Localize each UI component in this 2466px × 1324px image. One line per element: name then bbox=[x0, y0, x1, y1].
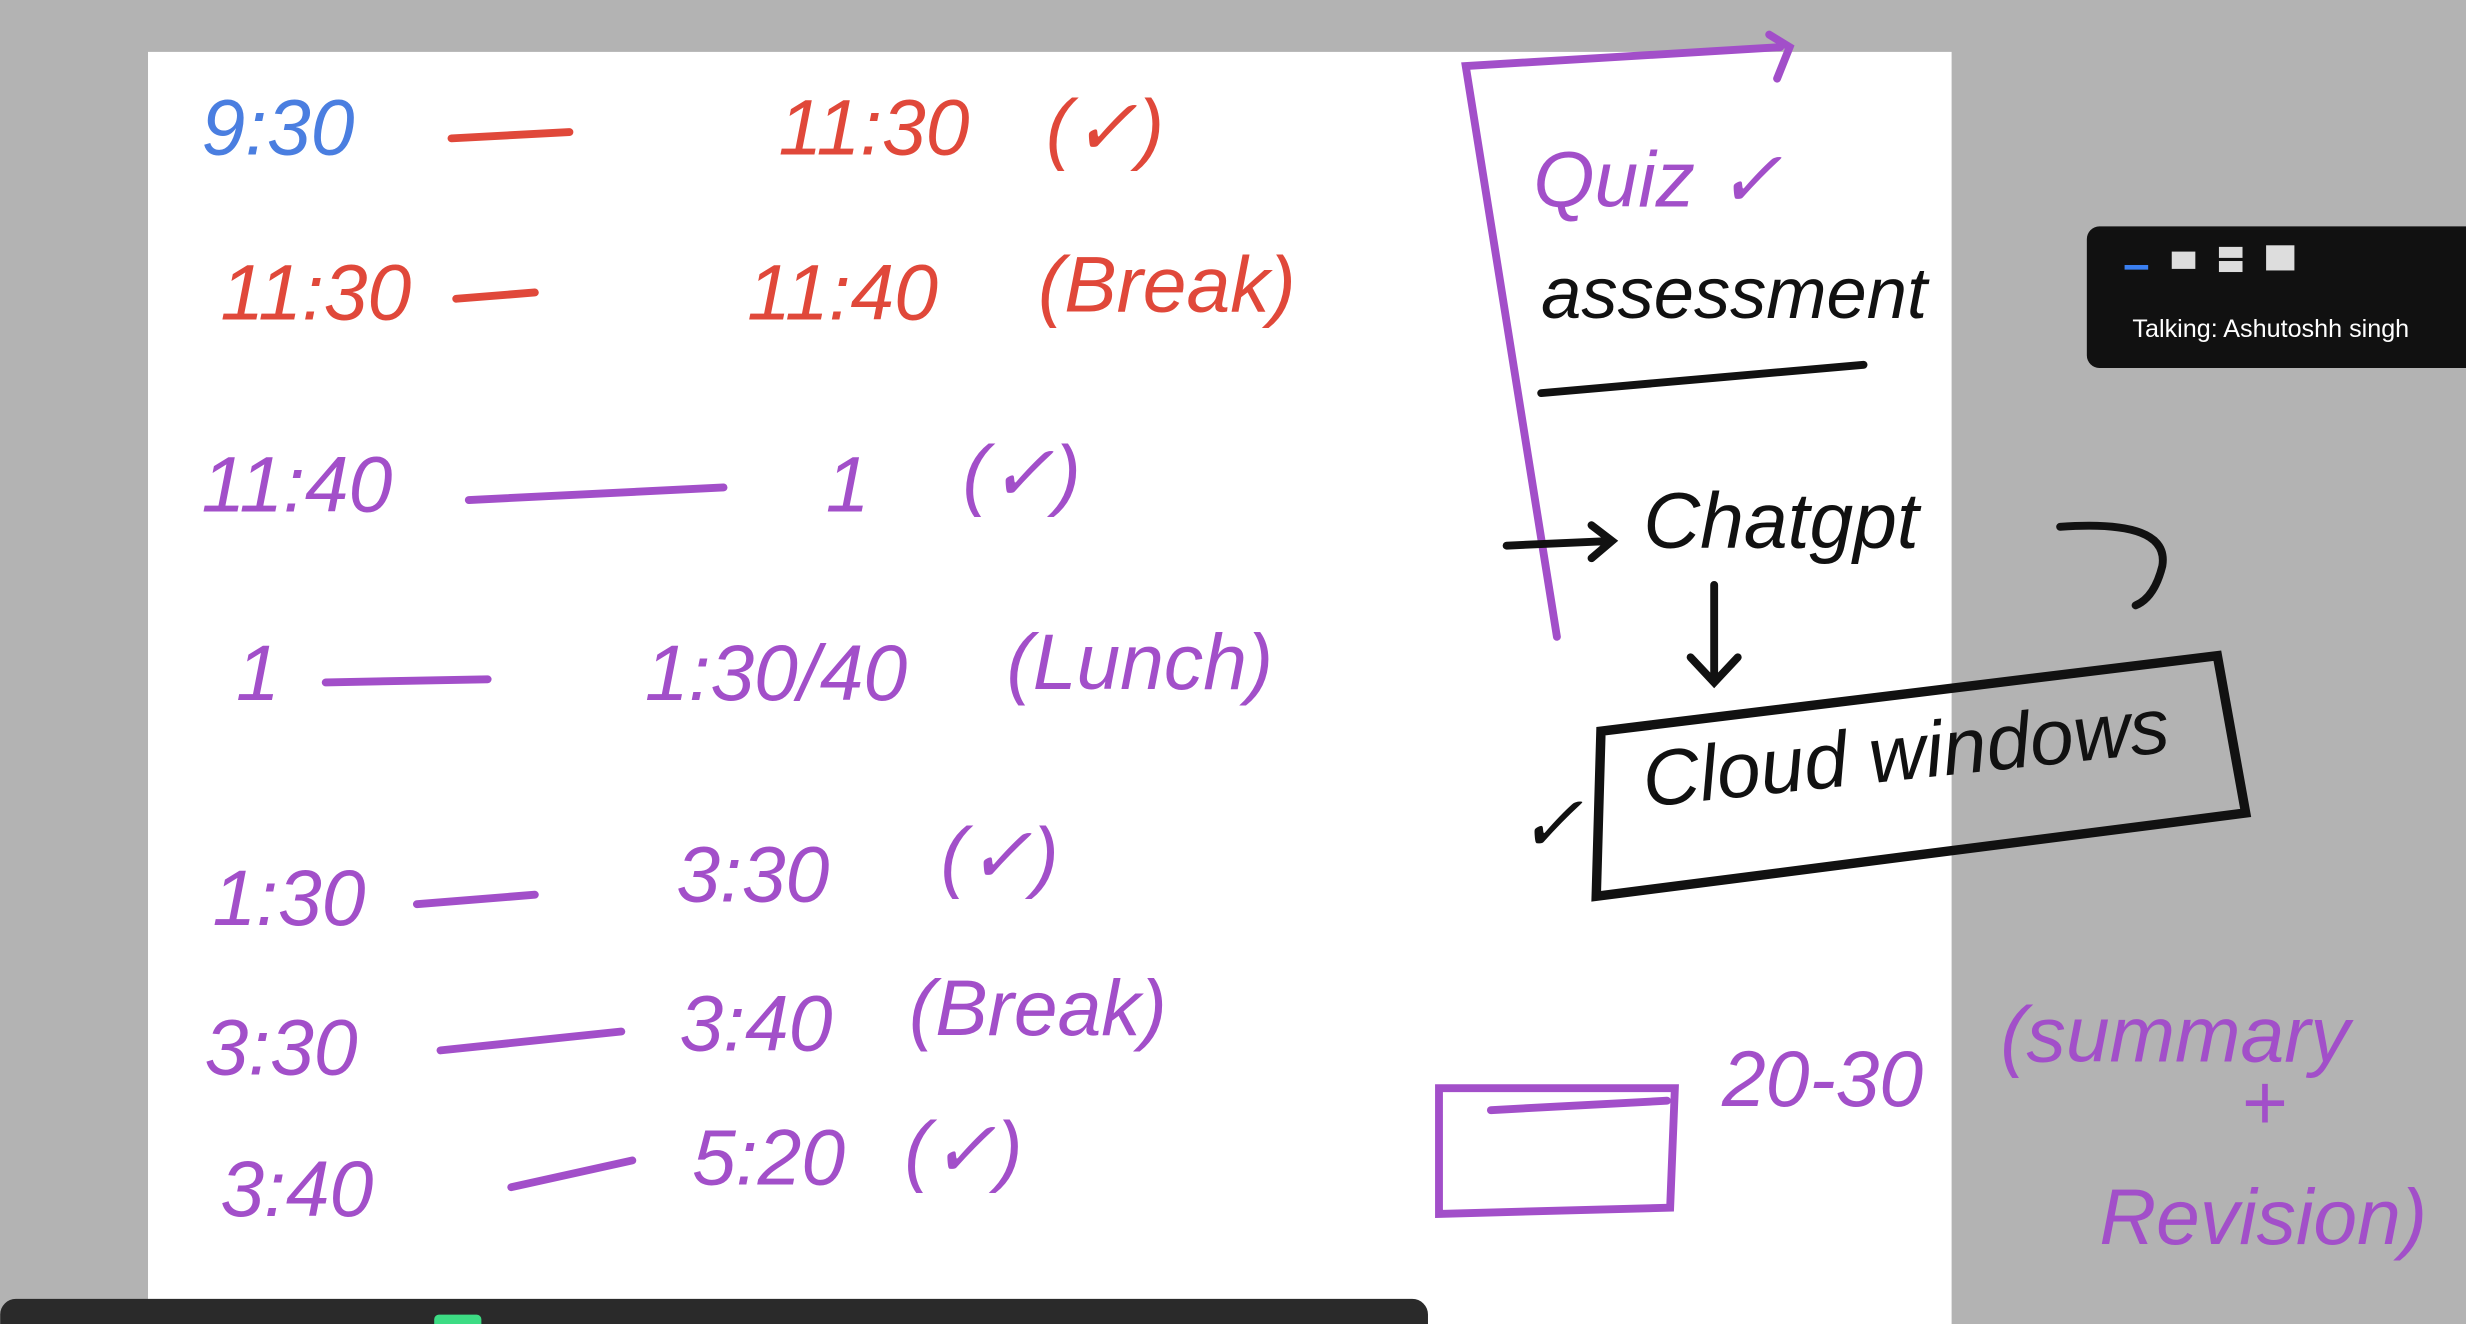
dash bbox=[436, 1027, 626, 1055]
down-arrow bbox=[1686, 581, 1742, 689]
dash bbox=[452, 288, 539, 303]
start-time: 11:40 bbox=[201, 440, 392, 528]
dash bbox=[447, 128, 574, 143]
note: (Break) bbox=[909, 964, 1167, 1052]
dash bbox=[507, 1156, 637, 1192]
note: (✓) bbox=[1046, 83, 1164, 171]
end-time: 5:20 bbox=[692, 1113, 845, 1201]
view-icon[interactable] bbox=[2218, 246, 2243, 258]
assessment: assessment bbox=[1541, 254, 1930, 334]
empty-box bbox=[1435, 1084, 1679, 1218]
bracket-line bbox=[1461, 30, 1795, 641]
end-time: 1 bbox=[826, 440, 870, 528]
check: ✓ bbox=[1518, 780, 1584, 868]
underline bbox=[1537, 360, 1868, 398]
note: (✓) bbox=[941, 811, 1059, 899]
chatgpt: Chatgpt bbox=[1643, 477, 1921, 565]
toolbar-button[interactable] bbox=[434, 1314, 482, 1324]
view-icon[interactable] bbox=[2218, 261, 2243, 273]
view-icon[interactable] bbox=[2171, 251, 2196, 269]
revision: Revision) bbox=[2099, 1173, 2427, 1261]
note: (Lunch) bbox=[1007, 618, 1274, 706]
summary: (summary bbox=[2000, 991, 2354, 1079]
end-time: 11:40 bbox=[747, 249, 938, 337]
toolbar bbox=[0, 1298, 1428, 1324]
dash bbox=[321, 675, 492, 687]
dash bbox=[412, 890, 539, 909]
view-icon[interactable] bbox=[2266, 245, 2295, 271]
end-time: 1:30/40 bbox=[645, 629, 908, 717]
end-time: 3:40 bbox=[679, 980, 832, 1068]
start-time: 9:30 bbox=[201, 83, 354, 171]
start-time: 11:30 bbox=[220, 249, 411, 337]
box bbox=[1591, 650, 2252, 902]
end-time: 3:30 bbox=[676, 830, 829, 918]
quiz: Quiz ✓ bbox=[1533, 135, 1782, 223]
start-time: 1 bbox=[236, 629, 280, 717]
start-time: 1:30 bbox=[212, 854, 365, 942]
note: (✓) bbox=[904, 1106, 1022, 1194]
start-time: 3:30 bbox=[205, 1003, 358, 1091]
speaker-label: Talking: Ashutoshh singh bbox=[2132, 315, 2409, 343]
end-time: 11:30 bbox=[779, 83, 970, 171]
dash bbox=[464, 483, 728, 504]
note: (✓) bbox=[963, 429, 1081, 517]
plus: + bbox=[2241, 1058, 2287, 1146]
note: (Break) bbox=[1038, 241, 1296, 329]
arrow bbox=[1502, 521, 1619, 563]
start-time: 3:40 bbox=[220, 1145, 373, 1233]
duration: 20-30 bbox=[1721, 1035, 1923, 1123]
whiteboard bbox=[148, 51, 1952, 1324]
curve bbox=[2056, 521, 2167, 610]
